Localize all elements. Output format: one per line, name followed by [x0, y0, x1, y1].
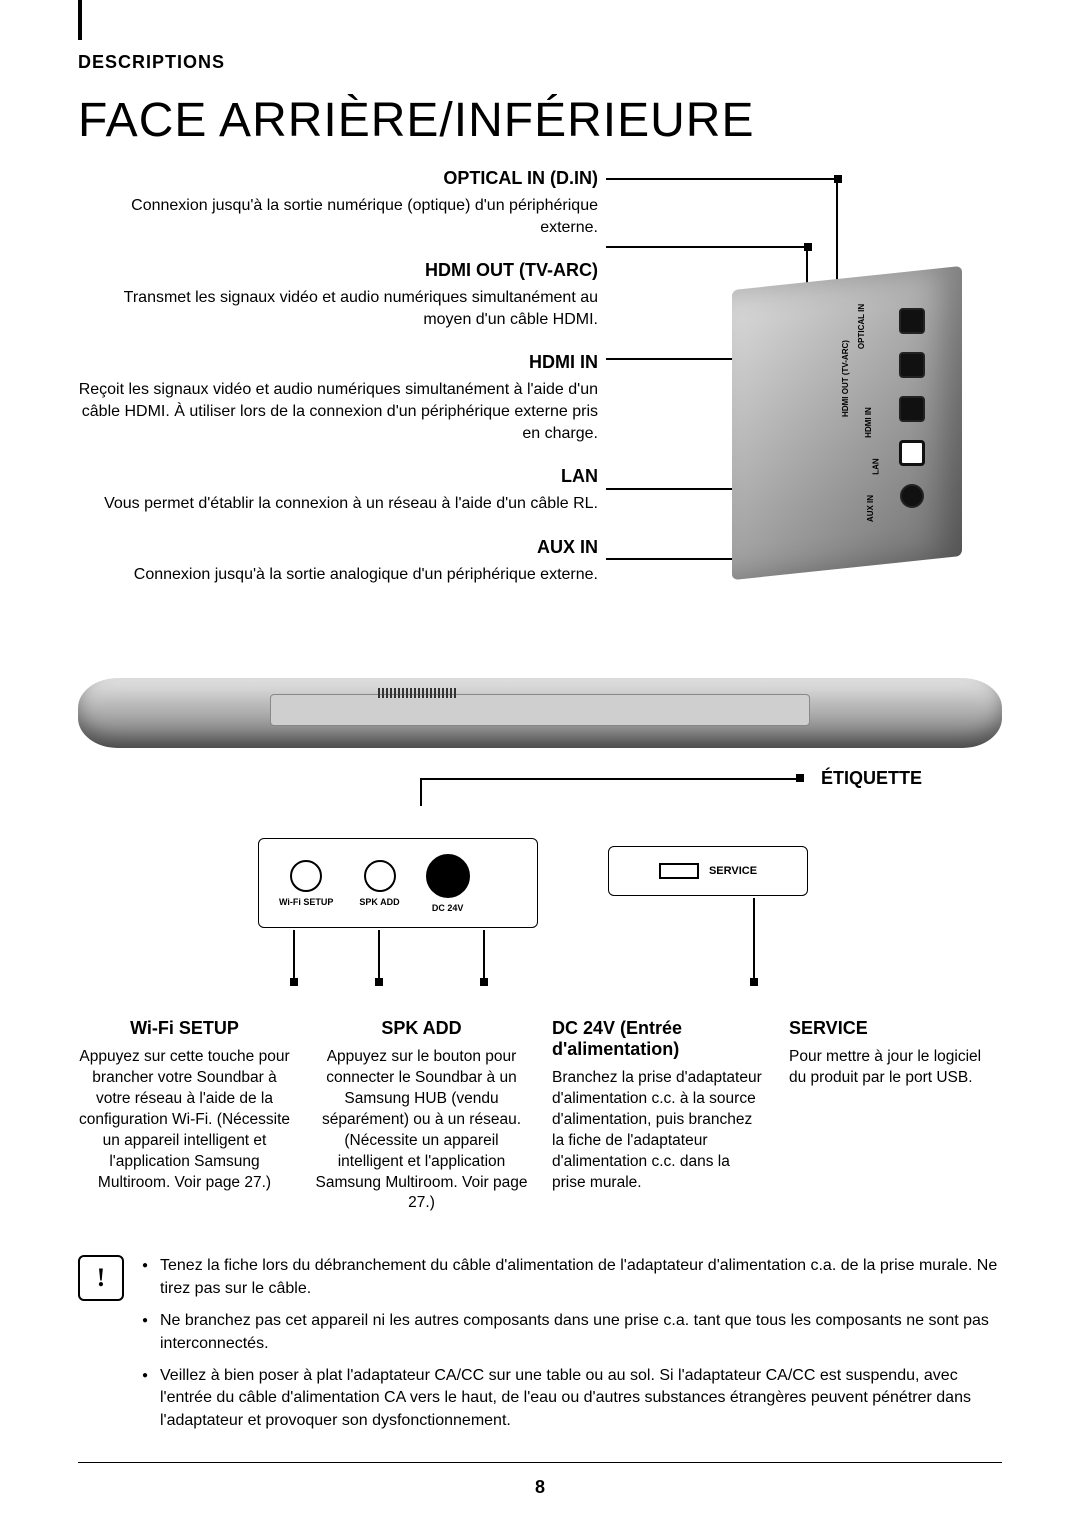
port-label-hdmi-out: HDMI OUT (TV-ARC): [841, 340, 850, 417]
col-service: SERVICE Pour mettre à jour le logiciel d…: [789, 1018, 1002, 1214]
port-desc-hdmi-out: Transmet les signaux vidéo et audio numé…: [78, 287, 598, 330]
col-wifi-title: Wi-Fi SETUP: [78, 1018, 291, 1039]
leader-optical: [606, 178, 836, 180]
service-panel: SERVICE: [608, 846, 808, 896]
spk-add-label: SPK ADD: [359, 897, 399, 907]
dc24v-label: DC 24V: [426, 903, 470, 913]
service-port-icon: [659, 863, 699, 879]
col-spk-add: SPK ADD Appuyez sur le bouton pour conne…: [315, 1018, 528, 1214]
service-label: SERVICE: [709, 865, 757, 877]
port-optical-icon: [899, 308, 925, 334]
etiquette-row: ÉTIQUETTE: [78, 768, 1002, 798]
bottom-panel-illustrations: Wi-Fi SETUP SPK ADD DC 24V SERVICE: [78, 838, 1002, 968]
col-spk-body: Appuyez sur le bouton pour connecter le …: [315, 1047, 528, 1214]
port-desc-lan: Vous permet d'établir la connexion à un …: [78, 493, 598, 515]
dc24v-jack-icon: [426, 854, 470, 898]
col-dc-body: Branchez la prise d'adaptateur d'aliment…: [552, 1068, 765, 1194]
col-spk-title: SPK ADD: [315, 1018, 528, 1039]
port-heading-optical: OPTICAL IN (D.IN): [78, 168, 598, 189]
port-desc-aux: Connexion jusqu'à la sortie analogique d…: [78, 564, 598, 586]
port-label-lan: LAN: [871, 458, 880, 474]
port-hdmi-in-icon: [899, 396, 925, 422]
col-wifi-setup: Wi-Fi SETUP Appuyez sur cette touche pou…: [78, 1018, 291, 1214]
spk-add-button-icon: [364, 860, 396, 892]
warning-box: ! Tenez la fiche lors du débranchement d…: [78, 1254, 1002, 1442]
port-heading-aux: AUX IN: [78, 537, 598, 558]
page-number: 8: [78, 1477, 1002, 1498]
section-label: DESCRIPTIONS: [78, 52, 1002, 73]
leader-etiquette-end: [796, 774, 804, 782]
warning-item: Veillez à bien poser à plat l'adaptateur…: [142, 1365, 1002, 1432]
leader-hdmi-out: [606, 246, 806, 248]
leader-etiquette-h: [422, 778, 802, 780]
col-wifi-body: Appuyez sur cette touche pour brancher v…: [78, 1047, 291, 1193]
warning-list: Tenez la fiche lors du débranchement du …: [142, 1255, 1002, 1442]
page-title: FACE ARRIÈRE/INFÉRIEURE: [78, 93, 1002, 148]
soundbar-underside-slot: [270, 694, 810, 726]
port-hdmi-out-icon: [899, 352, 925, 378]
wifi-setup-label: Wi-Fi SETUP: [279, 897, 333, 907]
soundbar-illustration: [78, 648, 1002, 768]
leader-col-wifi: [293, 930, 295, 980]
leader-col-dc: [483, 930, 485, 980]
port-heading-hdmi-out: HDMI OUT (TV-ARC): [78, 260, 598, 281]
col-service-body: Pour mettre à jour le logiciel du produi…: [789, 1047, 1002, 1089]
port-label-hdmi-in: HDMI IN: [864, 407, 873, 438]
port-descriptions: OPTICAL IN (D.IN) Connexion jusqu'à la s…: [78, 168, 598, 607]
leader-etiquette-v: [420, 778, 422, 806]
port-label-optical: OPTICAL IN: [857, 304, 866, 349]
port-desc-optical: Connexion jusqu'à la sortie numérique (o…: [78, 195, 598, 238]
rear-panel-section: OPTICAL IN (D.IN) Connexion jusqu'à la s…: [78, 168, 1002, 638]
page-edge-marker: [78, 0, 82, 40]
leader-col-spk: [378, 930, 380, 980]
soundbar-grille-icon: [378, 688, 458, 698]
col-dc-title: DC 24V (Entrée d'alimentation): [552, 1018, 765, 1060]
port-column: [890, 308, 934, 508]
warning-item: Tenez la fiche lors du débranchement du …: [142, 1255, 1002, 1300]
port-heading-hdmi-in: HDMI IN: [78, 352, 598, 373]
warning-item: Ne branchez pas cet appareil ni les autr…: [142, 1310, 1002, 1355]
footer-rule: [78, 1462, 1002, 1463]
port-aux-icon: [900, 484, 924, 508]
port-desc-hdmi-in: Reçoit les signaux vidéo et audio numéri…: [78, 379, 598, 444]
manual-page: DESCRIPTIONS FACE ARRIÈRE/INFÉRIEURE OPT…: [0, 0, 1080, 1532]
wifi-setup-button-icon: [290, 860, 322, 892]
col-dc24v: DC 24V (Entrée d'alimentation) Branchez …: [552, 1018, 765, 1214]
warning-icon: !: [78, 1255, 124, 1301]
device-rear-illustration: OPTICAL IN HDMI OUT (TV-ARC) HDMI IN LAN…: [732, 278, 962, 568]
bottom-columns: Wi-Fi SETUP Appuyez sur cette touche pou…: [78, 1018, 1002, 1214]
etiquette-label: ÉTIQUETTE: [821, 768, 922, 789]
control-panel-left: Wi-Fi SETUP SPK ADD DC 24V: [258, 838, 538, 928]
port-heading-lan: LAN: [78, 466, 598, 487]
col-service-title: SERVICE: [789, 1018, 1002, 1039]
port-label-aux: AUX IN: [866, 495, 875, 522]
port-lan-icon: [899, 440, 925, 466]
leader-col-service: [753, 898, 755, 980]
